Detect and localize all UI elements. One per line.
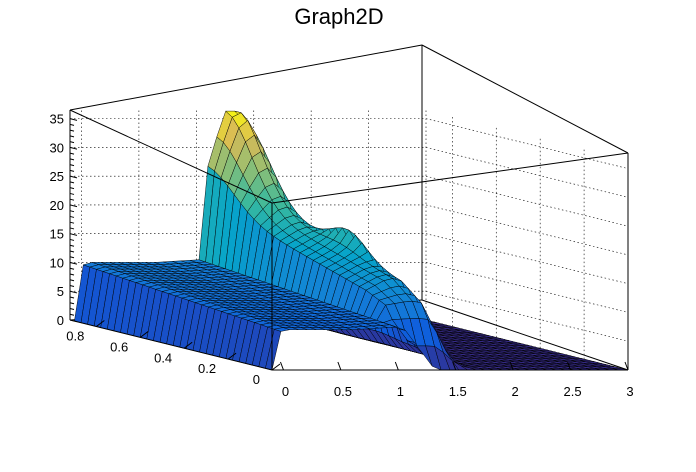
z-minor-tick: [69, 210, 75, 213]
z-tick: [69, 175, 78, 179]
y-tick-label: 0.6: [110, 339, 128, 354]
z-tick-label: 35: [50, 112, 64, 127]
x-axis: 0 0.5 1 1.5 2 2.5 3: [280, 361, 634, 399]
z-minor-tick: [69, 238, 75, 241]
frame-edge: [69, 44, 423, 111]
z-minor-tick: [69, 135, 75, 138]
z-gridline: [70, 175, 629, 227]
z-tick-label: 30: [50, 140, 64, 155]
surface: [74, 110, 629, 371]
z-tick-label: 5: [57, 284, 64, 299]
right-back-wall: [422, 45, 628, 370]
x-tick-label: 1.5: [449, 384, 467, 399]
z-minor-tick: [69, 169, 75, 172]
z-gridline: [70, 262, 629, 313]
y-tick: [139, 330, 149, 338]
x-tick-label: 1: [397, 384, 404, 399]
x-tick-label: 0.5: [334, 384, 352, 399]
frame-edge: [271, 152, 629, 204]
x-tick-label: 2: [512, 384, 519, 399]
z-minor-tick: [69, 273, 75, 276]
frame-edge: [69, 109, 273, 204]
z-minor-tick: [69, 250, 75, 253]
y-tick-label: 0.8: [66, 329, 84, 344]
z-minor-tick: [69, 279, 75, 282]
z-minor-tick: [69, 198, 75, 201]
z-minor-tick: [69, 302, 75, 305]
frame-front: [69, 109, 629, 371]
z-tick-label: 10: [50, 255, 64, 270]
y-axis: 0 0.2 0.4 0.6 0.8: [66, 320, 281, 387]
z-tick-label: 0: [57, 313, 64, 328]
z-minor-tick: [69, 152, 75, 155]
z-tick: [69, 204, 78, 208]
z-minor-tick: [69, 256, 75, 259]
z-minor-tick: [69, 129, 75, 132]
chart-title: Graph2D: [294, 4, 383, 29]
z-tick: [69, 146, 78, 150]
z-tick-label: 20: [50, 198, 64, 213]
y-tick: [271, 363, 281, 371]
x-tick: [394, 361, 399, 371]
x-tick: [337, 361, 342, 371]
z-minor-tick: [69, 215, 75, 218]
z-tick-label: 15: [50, 227, 64, 242]
y-tick: [227, 352, 237, 360]
z-minor-tick: [69, 313, 75, 316]
x-tick: [567, 361, 572, 371]
z-tick: [69, 290, 78, 294]
y-tick-label: 0.4: [154, 350, 172, 365]
x-tick: [452, 361, 457, 371]
z-minor-tick: [69, 296, 75, 299]
z-minor-tick: [69, 158, 75, 161]
z-minor-tick: [69, 192, 75, 195]
z-tick: [69, 233, 78, 236]
z-minor-tick: [69, 181, 75, 184]
z-tick: [69, 319, 78, 323]
z-gridline: [70, 204, 629, 256]
y-tick-label: 0: [253, 372, 260, 387]
z-tick-label: 25: [50, 169, 64, 184]
x-tick-label: 3: [626, 384, 633, 399]
x-tick: [280, 361, 284, 371]
frame-edge: [421, 44, 629, 154]
z-tick: [69, 261, 78, 265]
z-minor-tick: [69, 164, 75, 167]
x-tick-label: 0: [282, 384, 289, 399]
z-minor-tick: [69, 123, 75, 126]
x-tick: [624, 361, 629, 371]
z-minor-tick: [69, 187, 75, 190]
z-tick: [69, 118, 78, 121]
y-tick: [96, 320, 105, 327]
frame-edge: [421, 299, 629, 371]
z-minor-tick: [69, 284, 75, 287]
z-minor-tick: [69, 244, 75, 247]
z-minor-tick: [69, 141, 75, 144]
y-tick-label: 0.2: [198, 361, 216, 376]
y-tick: [183, 341, 193, 349]
x-tick-label: 2.5: [564, 384, 582, 399]
frame-edge: [69, 319, 273, 371]
z-gridline: [70, 233, 629, 284]
z-minor-tick: [69, 308, 75, 310]
z-minor-tick: [69, 227, 75, 230]
z-minor-tick: [69, 267, 75, 270]
z-axis: 0 5 10 15 20 25 30 35: [50, 112, 78, 328]
z-minor-tick: [69, 221, 75, 224]
x-tick: [509, 361, 514, 371]
